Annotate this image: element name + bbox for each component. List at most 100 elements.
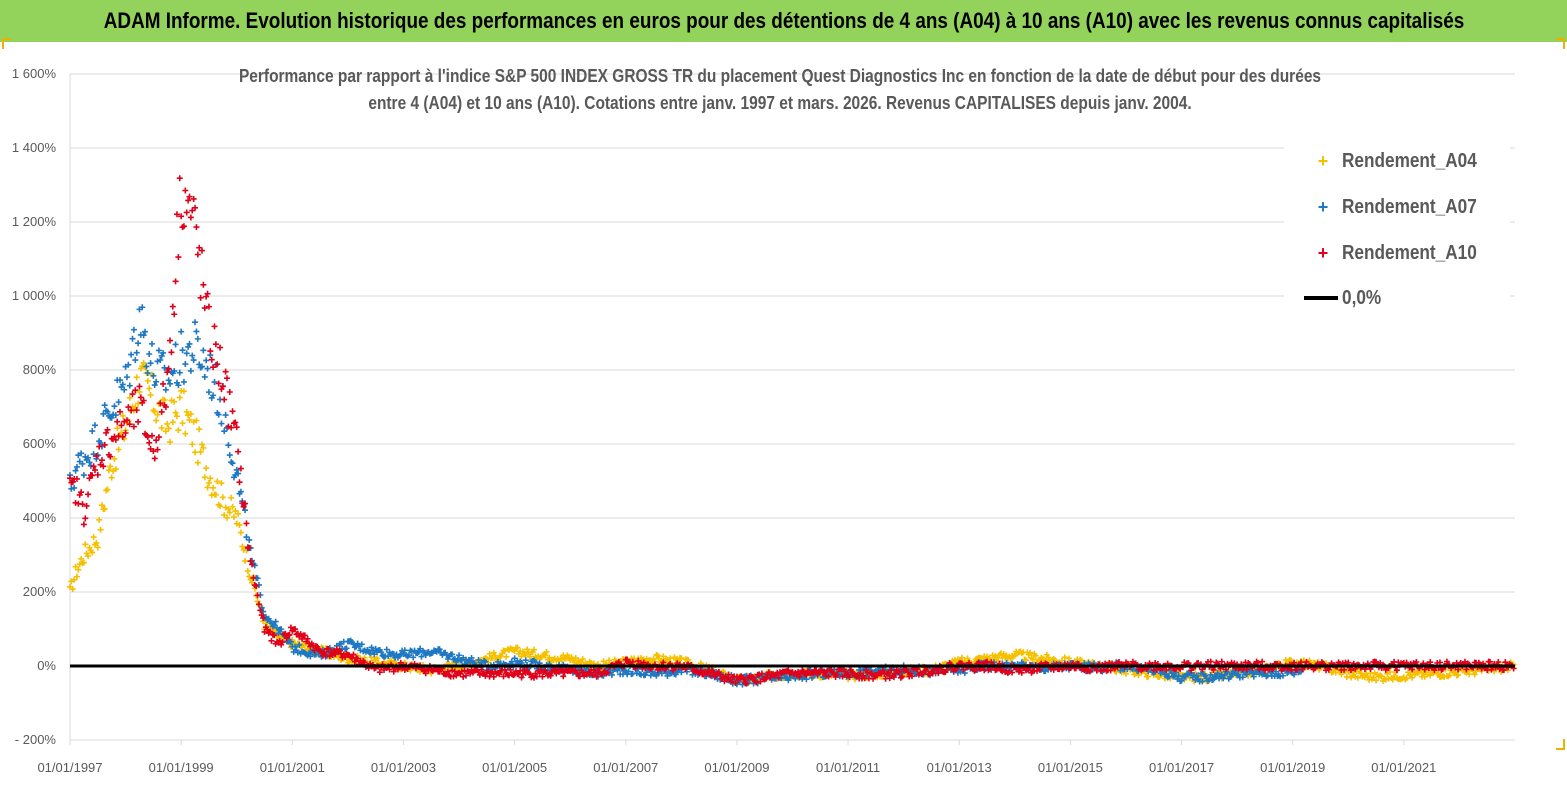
data-point xyxy=(204,290,211,297)
data-point xyxy=(255,601,262,608)
data-point xyxy=(183,350,190,357)
data-point xyxy=(533,673,540,680)
data-point xyxy=(501,666,508,673)
data-point xyxy=(351,658,358,665)
data-point xyxy=(115,446,122,453)
data-point xyxy=(144,370,151,377)
data-point xyxy=(187,367,194,374)
data-point xyxy=(154,446,161,453)
data-point xyxy=(279,639,286,646)
data-point xyxy=(164,369,171,376)
data-point xyxy=(200,281,207,288)
data-point xyxy=(158,408,165,415)
data-point xyxy=(101,441,108,448)
y-tick-label: 200% xyxy=(22,584,56,599)
data-point xyxy=(240,503,247,510)
data-point xyxy=(775,674,782,681)
data-point xyxy=(78,489,85,496)
data-point xyxy=(1364,673,1371,680)
data-point xyxy=(97,526,104,533)
data-point xyxy=(197,294,204,301)
data-point xyxy=(1145,673,1152,680)
data-point xyxy=(1050,666,1057,673)
data-point xyxy=(147,391,154,398)
data-point xyxy=(250,574,257,581)
data-point xyxy=(478,666,485,673)
data-point xyxy=(368,644,375,651)
x-tick-label: 01/01/1997 xyxy=(37,760,103,775)
data-point xyxy=(1355,674,1361,681)
data-point xyxy=(1393,667,1400,674)
data-point xyxy=(257,607,264,614)
data-point xyxy=(725,671,732,678)
data-point xyxy=(678,669,685,676)
data-point xyxy=(172,278,179,285)
data-point xyxy=(193,417,200,424)
x-tick-label: 01/01/2015 xyxy=(1037,760,1103,775)
data-point xyxy=(542,652,549,659)
data-point xyxy=(130,326,137,333)
data-point xyxy=(183,408,190,415)
data-point xyxy=(146,439,153,446)
x-tick-label: 01/01/2001 xyxy=(259,760,325,775)
data-point xyxy=(211,323,218,330)
data-point xyxy=(135,340,142,347)
data-point xyxy=(1107,667,1114,674)
data-point xyxy=(1199,678,1206,685)
data-point xyxy=(161,397,168,404)
y-tick-label: 1 600% xyxy=(11,66,56,81)
data-point xyxy=(268,637,275,644)
data-point xyxy=(217,344,224,351)
data-point xyxy=(92,422,99,429)
data-point xyxy=(96,516,103,523)
data-point xyxy=(531,646,538,653)
data-point xyxy=(242,507,249,514)
data-point xyxy=(235,470,242,477)
legend-marker-a10: + xyxy=(1317,242,1329,263)
data-point xyxy=(210,484,217,491)
header-banner: ADAM Informe. Evolution historique des p… xyxy=(0,0,1567,42)
data-point xyxy=(221,428,228,435)
data-point xyxy=(846,674,853,681)
data-point xyxy=(187,411,194,418)
data-point xyxy=(839,673,846,680)
data-point xyxy=(896,668,903,675)
data-point xyxy=(1325,666,1332,673)
y-tick-label: 400% xyxy=(22,510,56,525)
data-point xyxy=(486,650,493,657)
data-point xyxy=(200,444,207,451)
data-point xyxy=(194,335,201,342)
data-point xyxy=(678,655,685,662)
data-point xyxy=(579,656,586,663)
data-point xyxy=(1027,649,1034,656)
data-point xyxy=(640,659,647,666)
data-point xyxy=(1389,676,1396,683)
data-point xyxy=(146,385,153,392)
data-point xyxy=(374,655,381,662)
data-point xyxy=(212,491,219,498)
data-point xyxy=(160,349,167,356)
data-point xyxy=(1193,672,1200,679)
data-point xyxy=(79,460,86,467)
data-point xyxy=(171,367,178,374)
data-point xyxy=(146,351,153,358)
data-point xyxy=(604,669,611,676)
data-point xyxy=(1341,666,1348,673)
data-point xyxy=(205,479,212,486)
data-point xyxy=(226,389,233,396)
data-point xyxy=(496,671,503,678)
data-point xyxy=(193,224,200,231)
data-point xyxy=(758,670,765,677)
data-point xyxy=(1210,667,1217,674)
legend-item-a10: + Rendement_A10 xyxy=(1304,238,1499,268)
data-point xyxy=(490,649,497,656)
data-point xyxy=(507,666,514,673)
data-point xyxy=(482,658,489,665)
data-point xyxy=(189,352,196,359)
data-point xyxy=(80,559,87,566)
data-point xyxy=(182,361,189,368)
data-point xyxy=(175,427,182,434)
data-point xyxy=(222,412,229,419)
data-point xyxy=(111,455,118,462)
data-point xyxy=(283,635,290,642)
